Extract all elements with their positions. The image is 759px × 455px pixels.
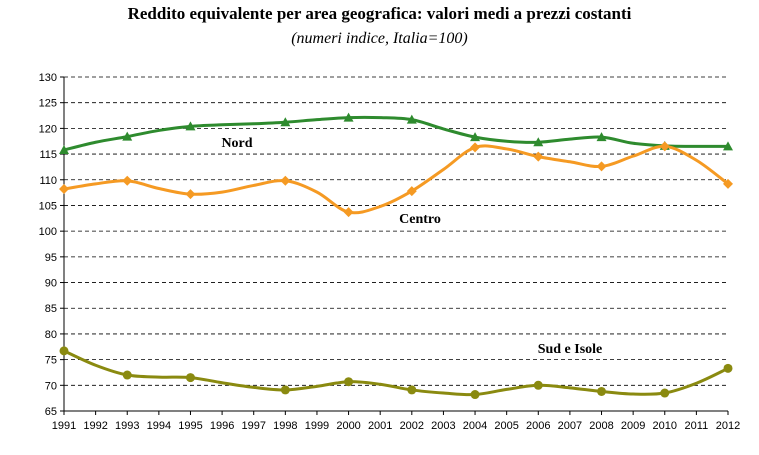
y-tick-label-80: 80 <box>45 329 57 341</box>
x-tick-label-2007: 2007 <box>558 420 582 432</box>
series-line-centro <box>62 144 730 215</box>
marker-centro-2012 <box>723 178 733 189</box>
marker-nord-1998 <box>280 117 291 127</box>
marker-nord-2000 <box>343 112 354 122</box>
marker-sud-e-isole-1995 <box>185 373 195 383</box>
x-tick-label-2004: 2004 <box>463 420 487 432</box>
series-line-nord <box>62 115 730 152</box>
marker-nord-1995 <box>185 121 196 131</box>
marker-centro-1993 <box>122 175 133 186</box>
marker-centro-2002 <box>406 186 417 197</box>
x-tick-label-2012: 2012 <box>716 420 740 432</box>
marker-sud-e-isole-2012 <box>723 363 733 373</box>
y-tick-label-120: 120 <box>39 123 57 135</box>
y-tick-label-75: 75 <box>45 355 57 367</box>
x-tick-label-2008: 2008 <box>589 420 613 432</box>
marker-sud-e-isole-2010 <box>660 388 670 398</box>
y-tick-label-95: 95 <box>45 252 57 264</box>
x-tick-label-1991: 1991 <box>52 420 76 432</box>
x-tick-label-1993: 1993 <box>115 420 139 432</box>
marker-nord-1991 <box>59 144 69 154</box>
x-tick-label-2010: 2010 <box>653 420 677 432</box>
x-tick-label-2009: 2009 <box>621 420 645 432</box>
marker-sud-e-isole-1998 <box>280 385 290 395</box>
marker-centro-1995 <box>185 189 196 200</box>
marker-centro-1991 <box>59 184 69 195</box>
marker-centro-2004 <box>470 142 481 153</box>
marker-sud-e-isole-2002 <box>407 385 417 395</box>
series-label-nord: Nord <box>221 136 252 151</box>
marker-nord-2004 <box>470 132 481 142</box>
grid-lines <box>64 76 728 386</box>
x-tick-label-1996: 1996 <box>210 420 234 432</box>
x-tick-label-2000: 2000 <box>336 420 360 432</box>
y-tick-label-125: 125 <box>39 98 57 110</box>
marker-nord-2012 <box>723 141 733 151</box>
x-tick-label-1997: 1997 <box>241 420 265 432</box>
x-tick-label-1998: 1998 <box>273 420 297 432</box>
x-tick-label-2006: 2006 <box>526 420 550 432</box>
y-tick-label-90: 90 <box>45 278 57 290</box>
series-label-centro: Centro <box>399 212 441 227</box>
marker-nord-2006 <box>533 137 544 147</box>
x-tick-label-2002: 2002 <box>400 420 424 432</box>
chart-subtitle: (numeri indice, Italia=100) <box>291 30 468 47</box>
x-tick-label-1994: 1994 <box>147 420 171 432</box>
x-axis-ticks: 1991 1992 1993 1994 1995 1996 1997 1998 1999 2000… <box>52 411 740 432</box>
marker-centro-1998 <box>280 175 291 186</box>
y-tick-label-70: 70 <box>45 380 57 392</box>
marker-centro-2010 <box>659 141 670 152</box>
marker-centro-2006 <box>533 151 544 162</box>
marker-nord-2008 <box>596 132 607 142</box>
marker-centro-2008 <box>596 161 607 172</box>
marker-sud-e-isole-1993 <box>122 370 132 380</box>
x-tick-label-1995: 1995 <box>178 420 202 432</box>
chart-title: Reddito equivalente per area geografica:… <box>127 4 632 23</box>
marker-centro-2000 <box>343 207 354 218</box>
x-tick-label-2005: 2005 <box>494 420 518 432</box>
x-tick-label-1992: 1992 <box>83 420 107 432</box>
y-tick-label-100: 100 <box>39 226 57 238</box>
marker-sud-e-isole-2000 <box>344 377 354 387</box>
y-tick-label-85: 85 <box>45 303 57 315</box>
x-tick-label-2001: 2001 <box>368 420 392 432</box>
y-tick-label-130: 130 <box>39 72 57 84</box>
marker-sud-e-isole-2006 <box>533 380 543 390</box>
series-line-sud-e-isole <box>62 349 730 397</box>
x-tick-label-1999: 1999 <box>305 420 329 432</box>
marker-nord-2002 <box>406 114 417 124</box>
series-lines <box>62 115 730 397</box>
y-axis-ticks: 65 70 75 80 85 90 95 100 105 110 115 120 125 130 <box>39 72 64 418</box>
marker-sud-e-isole-2008 <box>597 386 607 396</box>
marker-nord-1993 <box>122 131 133 141</box>
axes <box>63 77 728 412</box>
marker-sud-e-isole-2004 <box>470 390 480 400</box>
series-labels: Nord Centro Sud e Isole <box>221 136 602 357</box>
series-label-sud-e-isole: Sud e Isole <box>538 342 603 357</box>
y-tick-label-110: 110 <box>39 175 57 187</box>
y-tick-label-105: 105 <box>39 200 57 212</box>
x-tick-label-2003: 2003 <box>431 420 455 432</box>
marker-sud-e-isole-1991 <box>59 346 69 356</box>
series-markers <box>59 112 733 400</box>
x-tick-label-2011: 2011 <box>685 420 709 432</box>
y-tick-label-115: 115 <box>39 149 57 161</box>
y-tick-label-65: 65 <box>45 406 57 418</box>
